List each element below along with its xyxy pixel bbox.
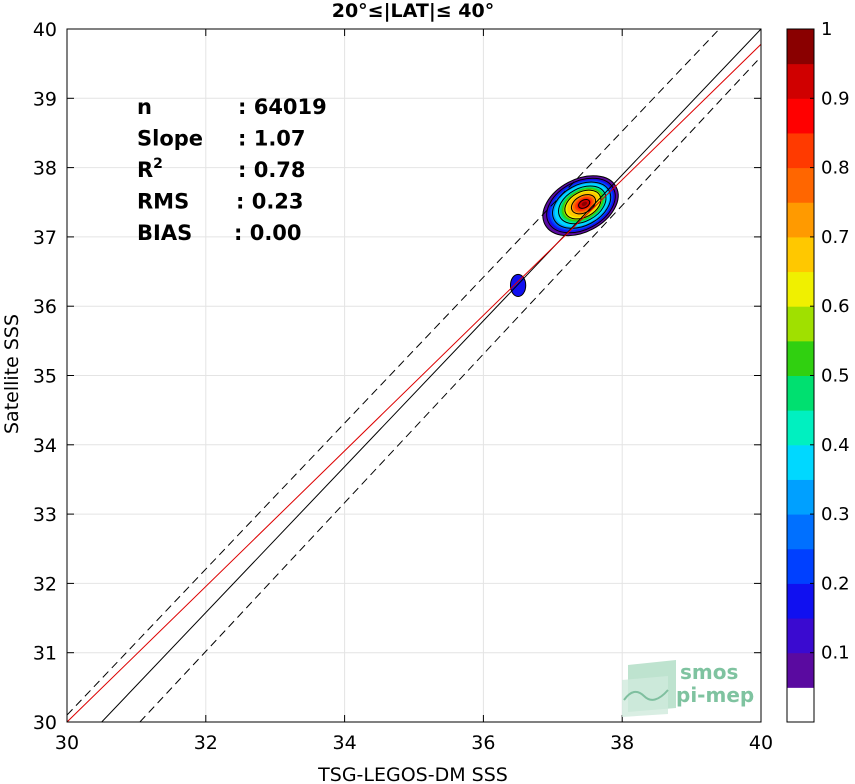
logo-text: pi-mep xyxy=(676,683,754,707)
colorbar: 0.1 0.2 0.3 0.4 0.5 0.6 0.7 0.8 0.9 1 xyxy=(786,19,850,723)
colorbar-tick-label: 0.9 xyxy=(821,88,850,109)
x-tick-label: 32 xyxy=(194,732,218,754)
one-to-one-line xyxy=(101,29,761,722)
density-contour-line xyxy=(564,189,602,220)
colorbar-segment xyxy=(787,236,814,273)
y-axis-label: Satellite SSS xyxy=(1,314,23,434)
lower-bound-line xyxy=(139,56,761,722)
y-tick-label: 39 xyxy=(33,88,57,110)
colorbar-segment xyxy=(787,444,814,480)
colorbar-segment xyxy=(787,98,814,134)
x-tick-label: 40 xyxy=(749,732,773,754)
density-contours xyxy=(509,175,619,297)
colorbar-tick-label: 0.2 xyxy=(821,573,850,594)
colorbar-tick-label: 0.7 xyxy=(821,227,850,248)
reference-lines xyxy=(67,29,761,722)
y-tick-label: 38 xyxy=(33,158,57,180)
colorbar-tick-label: 0.1 xyxy=(821,643,850,664)
colorbar-tick-label: 0.6 xyxy=(821,296,850,317)
x-axis-label: TSG-LEGOS-DM SSS xyxy=(317,764,508,784)
colorbar-segment xyxy=(787,652,814,688)
colorbar-segment xyxy=(787,687,814,723)
stat-value: : 0.00 xyxy=(234,221,302,245)
y-tick-label: 31 xyxy=(33,643,57,665)
colorbar-segment xyxy=(787,167,814,203)
secondary-density-blob xyxy=(509,273,527,297)
colorbar-segment xyxy=(787,618,814,654)
y-tick-label: 37 xyxy=(33,227,57,249)
density-contour-line xyxy=(552,181,612,229)
stat-value: : 1.07 xyxy=(238,127,306,151)
colorbar-segment xyxy=(787,583,814,619)
colorbar-segment xyxy=(787,271,814,307)
x-tick-label: 36 xyxy=(471,732,495,754)
y-tick-label: 34 xyxy=(33,435,57,457)
y-axis-ticks: 30 31 32 33 34 35 36 37 38 39 40 xyxy=(33,19,761,734)
colorbar-segment xyxy=(787,63,814,99)
colorbar-tick-label: 1 xyxy=(821,19,832,40)
colorbar-segment xyxy=(787,29,814,65)
y-tick-label: 33 xyxy=(33,504,57,526)
logo-text: smos xyxy=(680,660,738,684)
y-tick-label: 35 xyxy=(33,366,57,388)
y-tick-label: 40 xyxy=(33,19,57,41)
colorbar-segment xyxy=(787,479,814,515)
logo-wave xyxy=(623,689,669,701)
y-tick-label: 30 xyxy=(33,712,57,734)
colorbar-segment xyxy=(787,548,814,584)
density-contour-line xyxy=(542,175,619,237)
colorbar-segment xyxy=(787,132,814,169)
colorbar-segment xyxy=(787,202,814,238)
colorbar-tick-label: 0.4 xyxy=(821,435,850,456)
y-tick-label: 36 xyxy=(33,296,57,318)
density-contour-line xyxy=(578,199,591,209)
colorbar-segment xyxy=(787,410,814,446)
x-tick-label: 30 xyxy=(55,732,79,754)
stat-value: : 0.78 xyxy=(238,158,306,182)
colorbar-segment xyxy=(787,340,814,376)
statistics-box: n : 64019 Slope : 1.07 R2 : 0.78 RMS : 0.23 BIAS… xyxy=(137,95,327,245)
colorbar-segment xyxy=(787,514,814,550)
stat-label: n xyxy=(137,95,152,119)
colorbar-tick-label: 0.8 xyxy=(821,158,850,179)
x-tick-label: 34 xyxy=(333,732,357,754)
stat-label: R2 xyxy=(137,156,163,182)
stat-value: : 0.23 xyxy=(236,190,304,214)
y-tick-label: 32 xyxy=(33,573,57,595)
upper-bound-line xyxy=(67,29,720,716)
colorbar-segment xyxy=(787,306,814,342)
chart-title: 20°≤|LAT|≤ 40° xyxy=(332,0,495,22)
stat-label: Slope xyxy=(137,127,203,151)
colorbar-tick-label: 0.3 xyxy=(821,504,850,525)
x-tick-label: 38 xyxy=(610,732,634,754)
colorbar-tick-label: 0.5 xyxy=(821,366,850,387)
stat-label: BIAS xyxy=(137,221,192,245)
stat-value: : 64019 xyxy=(238,95,327,119)
x-axis-ticks: 30 32 34 36 38 40 xyxy=(55,29,773,754)
density-band xyxy=(581,201,588,206)
colorbar-segment xyxy=(787,375,814,411)
regression-line xyxy=(67,43,761,722)
stat-label: RMS xyxy=(137,190,189,214)
